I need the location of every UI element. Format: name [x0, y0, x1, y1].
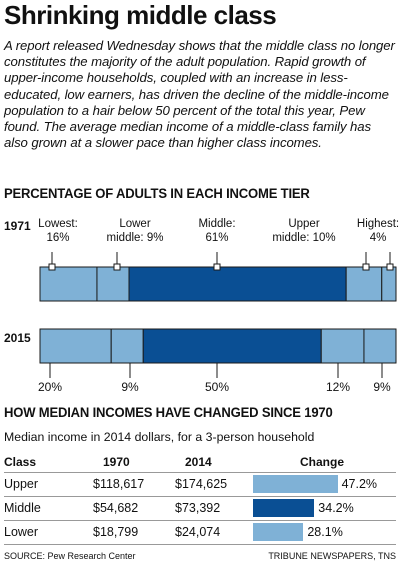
cell-2014-middle: $73,392: [175, 501, 221, 515]
cell-1970-lower: $18,799: [93, 525, 139, 539]
leader-marker-1971-upper-middle: [362, 263, 370, 271]
tier-label-1971-lower-middle: Lower middle: 9%: [106, 218, 164, 244]
bar-segment-2015-highest: [363, 328, 397, 364]
tier-label-1971-lowest: Lowest: 16%: [38, 218, 78, 244]
bar-segment-2015-lower-middle: [110, 328, 144, 364]
bar-segment-2015-middle: [142, 328, 322, 364]
cell-2014-upper: $174,625: [175, 477, 228, 491]
tier-label-1971-highest: Highest: 4%: [356, 218, 400, 244]
change-label-lower: 28.1%: [307, 525, 343, 539]
change-bar-middle: [253, 499, 315, 517]
cell-1970-middle: $54,682: [93, 501, 139, 515]
year-label-2015: 2015: [4, 331, 31, 345]
bar-segment-2015-lowest: [39, 328, 112, 364]
bar-segment-1971-highest: [381, 266, 397, 302]
income-table-title: HOW MEDIAN INCOMES HAVE CHANGED SINCE 19…: [4, 405, 333, 421]
leader-marker-1971-lowest: [48, 263, 56, 271]
cell-class-middle: Middle: [4, 501, 41, 515]
change-label-upper: 47.2%: [341, 477, 378, 491]
bar-segment-1971-upper-middle: [345, 266, 383, 302]
bar-segment-1971-middle: [128, 266, 347, 302]
intro-text: A report released Wednesday shows that t…: [4, 38, 395, 151]
column-header-class: Class: [4, 455, 37, 469]
bar-segment-2015-upper-middle: [320, 328, 365, 364]
tier-value-2015-lower-middle: 9%: [121, 380, 139, 394]
change-bar-lower: [253, 523, 304, 541]
tier-chart-title: PERCENTAGE OF ADULTS IN EACH INCOME TIER: [4, 186, 310, 202]
bar-segment-1971-lowest: [39, 266, 98, 302]
change-label-middle: 34.2%: [318, 501, 354, 515]
year-label-1971: 1971: [4, 219, 31, 233]
headline: Shrinking middle class: [4, 0, 277, 30]
cell-class-lower: Lower: [4, 525, 39, 539]
column-header-1970: 1970: [103, 455, 130, 469]
cell-class-upper: Upper: [4, 477, 39, 491]
tier-label-1971-upper-middle: Upper middle: 10%: [272, 218, 336, 244]
tier-label-1971-middle: Middle: 61%: [198, 218, 236, 244]
cell-2014-lower: $24,074: [175, 525, 221, 539]
change-bar-upper: [253, 475, 338, 493]
leader-marker-1971-middle: [213, 263, 221, 271]
leader-marker-1971-lower-middle: [113, 263, 121, 271]
source-note: SOURCE: Pew Research Center: [4, 551, 136, 561]
tier-value-2015-middle: 50%: [204, 380, 230, 394]
table-divider: [4, 496, 396, 497]
bar-segment-1971-lower-middle: [96, 266, 130, 302]
column-header-2014: 2014: [185, 455, 212, 469]
table-divider: [4, 472, 396, 473]
table-divider: [4, 520, 396, 521]
tier-value-2015-lowest: 20%: [37, 380, 63, 394]
credit-note: TRIBUNE NEWSPAPERS, TNS: [268, 551, 396, 561]
leader-marker-1971-highest: [386, 263, 394, 271]
column-header-change: Change: [300, 455, 345, 469]
tier-value-2015-highest: 9%: [373, 380, 391, 394]
tier-value-2015-upper-middle: 12%: [325, 380, 351, 394]
table-divider: [4, 544, 396, 545]
income-table-subtitle: Median income in 2014 dollars, for a 3-p…: [4, 430, 315, 444]
cell-1970-upper: $118,617: [93, 477, 145, 491]
